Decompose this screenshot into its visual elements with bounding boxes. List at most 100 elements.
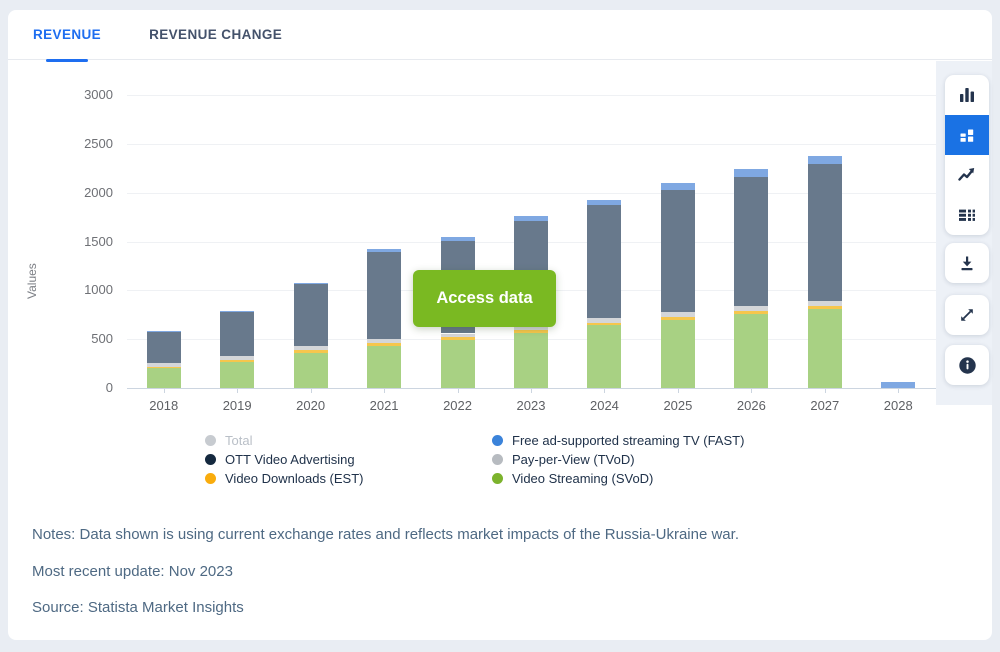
bar-chart-button[interactable]	[945, 75, 989, 115]
legend-item[interactable]: Video Streaming (SVoD)	[492, 469, 744, 488]
x-axis-tick-label: 2021	[369, 398, 399, 413]
x-axis-tick-label: 2019	[222, 398, 252, 413]
bar-segment	[881, 381, 916, 388]
legend-item[interactable]: Total	[205, 431, 364, 450]
x-axis-tick-label: 2020	[296, 398, 326, 413]
bar-segment	[220, 362, 255, 388]
legend-dot-icon	[492, 454, 503, 465]
x-axis-tick	[751, 389, 753, 393]
legend-label: Pay-per-View (TVoD)	[512, 452, 635, 467]
x-axis-tick-label: 2023	[516, 398, 546, 413]
bar-segment	[514, 326, 548, 331]
x-axis-tick	[457, 389, 459, 393]
bar-segment	[146, 366, 181, 369]
y-axis-tick-label: 3000	[84, 87, 113, 102]
bar-segment	[514, 330, 548, 333]
legend-label: Video Downloads (EST)	[225, 471, 364, 486]
x-axis-line	[127, 388, 939, 389]
bar-segment	[146, 363, 181, 367]
bar-segment	[220, 356, 255, 360]
line-chart-button[interactable]	[945, 155, 989, 195]
legend-dot-icon	[205, 473, 216, 484]
legend-item[interactable]: Pay-per-View (TVoD)	[492, 450, 744, 469]
bar-segment	[440, 237, 475, 241]
y-axis-title: Values	[25, 263, 39, 299]
x-axis-tick-label: 2025	[663, 398, 693, 413]
bar-segment	[293, 282, 328, 284]
stacked-bar-chart-button[interactable]	[945, 115, 989, 155]
legend-item[interactable]: OTT Video Advertising	[205, 450, 364, 469]
chart-widget-card: REVENUE REVENUE CHANGE Values 0 500 1000 15…	[8, 10, 992, 640]
bar-segment	[220, 359, 255, 363]
bar-segment	[660, 316, 695, 320]
bar-segment	[367, 346, 402, 388]
line-chart-icon	[958, 168, 975, 181]
tab-revenue[interactable]: REVENUE	[33, 10, 101, 60]
info-icon	[958, 356, 976, 374]
info-button[interactable]	[945, 345, 989, 385]
bar-segment	[587, 325, 622, 388]
legend-label: Video Streaming (SVoD)	[512, 471, 654, 486]
y-axis-tick-label: 1500	[84, 233, 113, 249]
bar-segment	[660, 312, 695, 317]
bar-segment	[807, 300, 842, 306]
legend-label: OTT Video Advertising	[225, 452, 355, 467]
x-axis-tick	[824, 389, 826, 393]
legend-dot-icon	[205, 454, 216, 465]
legend-label: Free ad-supported streaming TV (FAST)	[512, 433, 745, 448]
bar-segment	[293, 346, 328, 351]
source-text: Source: Statista Market Insights	[32, 599, 244, 616]
bar-segment	[220, 310, 255, 312]
legend-dot-icon	[492, 473, 503, 484]
x-axis-tick-label: 2018	[149, 398, 179, 413]
x-axis-tick	[384, 389, 386, 393]
y-axis-tick-label: 500	[91, 331, 113, 347]
legend-dot-icon	[492, 435, 503, 446]
download-icon	[961, 256, 973, 271]
bar-segment	[807, 305, 842, 309]
bar-chart-icon	[960, 88, 974, 102]
legend-item[interactable]: Video Downloads (EST)	[205, 469, 364, 488]
bar-segment	[293, 350, 328, 353]
chart-type-switcher	[945, 75, 989, 235]
access-data-button[interactable]: Access data	[413, 270, 556, 327]
legend-item[interactable]: Free ad-supported streaming TV (FAST)	[492, 431, 744, 450]
tab-revenue-change[interactable]: REVENUE CHANGE	[149, 27, 283, 42]
legend-label: Total	[225, 433, 253, 448]
bar-segment	[660, 319, 695, 388]
bar-segment	[293, 352, 328, 388]
bar-segment	[660, 189, 695, 313]
gridline	[127, 95, 939, 96]
y-axis-tick-label: 1000	[84, 282, 113, 298]
gridline	[127, 192, 939, 194]
y-axis-tick-label: 2500	[84, 135, 113, 151]
bar-segment	[734, 311, 769, 315]
expand-icon	[961, 309, 973, 321]
last-update-text: Most recent update: Nov 2023	[32, 563, 233, 580]
bar-segment	[293, 283, 328, 347]
tab-bar: REVENUE REVENUE CHANGE	[8, 10, 992, 60]
table-view-button[interactable]	[945, 195, 989, 235]
x-axis-tick-label: 2028	[883, 398, 913, 413]
bar-segment	[587, 205, 622, 319]
expand-fullscreen-button[interactable]	[945, 295, 989, 335]
y-axis-tick-label: 2000	[84, 184, 113, 200]
bar-segment	[734, 169, 769, 178]
chart-legend-column-1: Total OTT Video Advertising Video Download…	[205, 431, 364, 488]
bar-segment	[146, 331, 181, 364]
x-axis-tick	[531, 389, 532, 393]
bar-segment	[660, 182, 695, 190]
notes-text: Notes: Data shown is using current excha…	[32, 526, 739, 543]
stacked-bar-chart-icon	[960, 129, 974, 142]
x-axis-tick-label: 2022	[443, 398, 472, 413]
y-axis-tick-label: 0	[105, 380, 113, 395]
download-button[interactable]	[945, 243, 989, 283]
table-view-icon	[959, 209, 975, 221]
bar-segment	[514, 332, 548, 388]
bar-segment	[587, 199, 622, 206]
bar-segment	[587, 322, 622, 326]
bar-segment	[220, 311, 255, 357]
bar-segment	[514, 216, 548, 221]
bar-segment	[587, 318, 622, 323]
x-axis-tick	[898, 389, 900, 393]
